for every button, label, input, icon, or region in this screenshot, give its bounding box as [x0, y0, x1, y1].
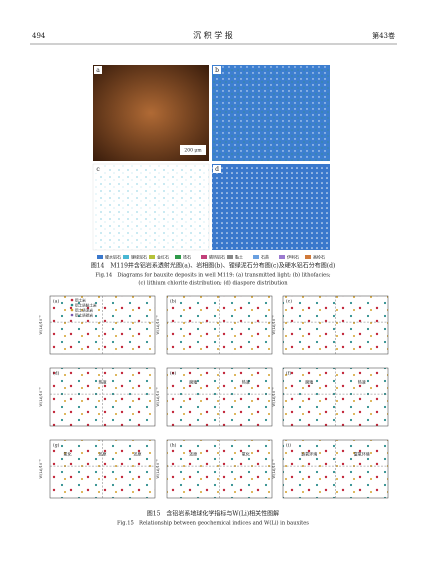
legend-label: 高岭石	[313, 254, 325, 260]
fig14-caption-cn: 图14 M119井含铝岩系透射光图(a)、岩相图(b)、锂绿泥石分布图(c)及硬…	[91, 262, 336, 270]
y-axis-label: W(Li)/10⁻⁶	[272, 315, 276, 335]
lithofacies-map	[212, 65, 330, 161]
legend-swatch	[97, 255, 103, 259]
fig14-caption-en: Fig.14 Diagrams for bauxite deposits in …	[95, 272, 331, 279]
legend-swatch	[123, 255, 129, 259]
legend-marker	[70, 303, 74, 307]
chlorite-map	[92, 163, 210, 251]
panel-label: (d)	[53, 370, 60, 377]
legend-swatch	[305, 255, 311, 259]
page-number: 494	[32, 32, 46, 40]
legend-label: 铝土质碳岩	[75, 313, 93, 318]
region-label: 氧化	[64, 451, 72, 457]
fig15-caption-en: Fig.15 Relationship between geochemical …	[117, 520, 309, 527]
y-axis-label: W(Li)/10⁻⁶	[39, 315, 43, 335]
fig14-caption-en: (c) lithium chlorite distribution; (d) d…	[138, 280, 288, 287]
region-label: 热液	[99, 379, 107, 385]
panel-label: (b)	[170, 298, 177, 305]
legend-label: 锂绿泥石	[131, 254, 147, 260]
legend-label: 金红石	[157, 254, 169, 260]
panel-label: b	[215, 67, 219, 74]
region-label: 还原	[134, 451, 142, 457]
panel-label: (h)	[170, 442, 177, 449]
panel-label: c	[96, 166, 100, 173]
legend-label: 硬水铝石	[105, 254, 121, 260]
diaspore-map	[212, 164, 330, 250]
legend-marker	[70, 313, 74, 317]
y-axis-label: W(Li)/10⁻⁶	[39, 459, 43, 479]
panel-label: (c)	[286, 298, 292, 305]
legend-swatch	[253, 255, 259, 259]
y-axis-label: W(Li)/10⁻⁶	[156, 387, 160, 407]
panel-label: (f)	[286, 370, 291, 377]
legend-marker	[70, 298, 74, 302]
legend-swatch	[279, 255, 285, 259]
legend-label: 铝土质黏土岩	[75, 303, 97, 308]
region-label: 还原	[189, 451, 197, 457]
panel-label: (a)	[53, 298, 59, 305]
legend-swatch	[149, 255, 155, 259]
y-axis-label: W(Li)/10⁻⁶	[156, 459, 160, 479]
region-label: 腐殖	[189, 379, 197, 385]
panel-label: (i)	[286, 442, 291, 449]
legend-marker	[70, 308, 74, 312]
region-label: 腐殖	[305, 379, 313, 385]
region-label: 热液	[242, 379, 250, 385]
panel-label: a	[96, 67, 100, 74]
figure14: 200 μm	[92, 65, 330, 251]
legend-label: 伊利石	[287, 254, 299, 260]
scale-box	[180, 145, 206, 155]
legend-swatch	[175, 255, 181, 259]
legend-swatch	[201, 255, 207, 259]
panel-label-box	[213, 165, 221, 173]
panel-label-box	[213, 66, 221, 74]
region-label: 缺氧环境	[301, 451, 317, 457]
legend-label: 锆石	[183, 254, 191, 260]
volume: 第43卷	[372, 31, 395, 40]
panel-label: (g)	[53, 442, 60, 449]
fig15-caption-cn: 图15 含铝岩系地球化学指标与W(Li)相关性图解	[147, 510, 279, 518]
panel-label: (e)	[170, 370, 176, 377]
y-axis-label: W(Li)/10⁻⁶	[272, 387, 276, 407]
region-label: 还原	[99, 451, 107, 457]
y-axis-label: W(Li)/10⁻⁶	[39, 387, 43, 407]
region-label: 富氧环境	[354, 451, 370, 457]
legend-swatch	[227, 255, 233, 259]
region-label: 氧化	[242, 451, 250, 457]
legend-label: 石英	[261, 254, 269, 260]
scale-bar: 200 μm	[184, 148, 202, 154]
journal: 沉 积 学 报	[193, 30, 233, 40]
legend-label: 磷钙铝石	[209, 254, 225, 260]
y-axis-label: W(Li)/10⁻⁶	[272, 459, 276, 479]
legend-label: 铝土质泥岩	[75, 308, 93, 313]
legend-label: 黏土	[235, 254, 243, 260]
panel-label-box	[94, 165, 102, 173]
legend-label: 铝土岩	[75, 298, 86, 303]
panel-label-box	[94, 66, 102, 74]
panel-label: d	[215, 166, 219, 173]
y-axis-label: W(Li)/10⁻⁶	[156, 315, 160, 335]
region-label: 热液	[358, 379, 366, 385]
